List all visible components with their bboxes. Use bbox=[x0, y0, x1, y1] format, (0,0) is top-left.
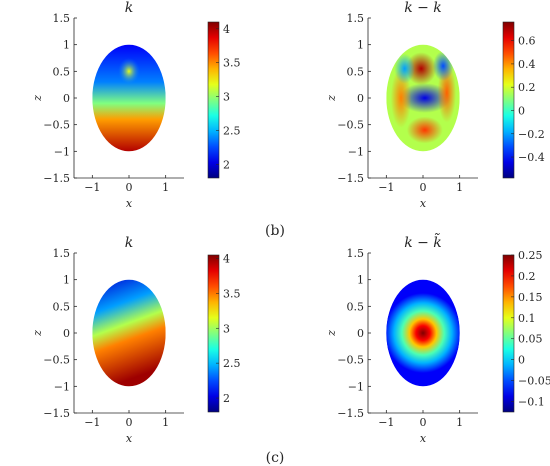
y-tick-label: −0.5 bbox=[43, 119, 70, 132]
colorbar-tick-label: −0.4 bbox=[518, 151, 545, 164]
y-tick-label: 0.5 bbox=[347, 300, 365, 313]
colorbar bbox=[207, 21, 220, 179]
chart-title: k − k̃ bbox=[404, 232, 442, 251]
x-axis-label: x bbox=[126, 197, 133, 210]
panel-label: (c) bbox=[266, 450, 285, 466]
chart-panel-2: k −1 0 1 −1.5 −1 −0.5 0 0.5 1 1.5 x z 2 2.5 3 3.5 4 bbox=[31, 235, 241, 445]
x-tick-label: 1 bbox=[456, 181, 463, 194]
y-tick-label: 0 bbox=[357, 327, 364, 340]
x-tick-label: −1 bbox=[84, 181, 100, 194]
y-tick-label: 0 bbox=[63, 327, 70, 340]
chart-title: k − k̃ bbox=[404, 0, 442, 16]
y-tick-label: 0.5 bbox=[347, 65, 365, 78]
y-tick-label: −1.5 bbox=[43, 172, 70, 185]
x-axis-label: x bbox=[126, 432, 133, 445]
x-tick-label: 0 bbox=[126, 181, 133, 194]
colorbar-tick-label: 0 bbox=[518, 354, 525, 367]
colorbar-tick-label: 0.15 bbox=[518, 291, 543, 304]
colorbar bbox=[502, 254, 515, 413]
y-tick-label: 1 bbox=[63, 274, 70, 287]
x-tick-label: −1 bbox=[378, 416, 394, 429]
heatmap-field bbox=[386, 279, 460, 387]
y-tick-label: −1.5 bbox=[43, 407, 70, 420]
y-tick-label: 0.5 bbox=[53, 65, 71, 78]
x-axis-label: x bbox=[420, 197, 427, 210]
y-axis-label: z bbox=[325, 330, 338, 337]
colorbar-tick-label: 0.25 bbox=[518, 249, 543, 262]
x-tick-label: 1 bbox=[456, 416, 463, 429]
y-tick-label: 1 bbox=[357, 274, 364, 287]
y-tick-label: 1.5 bbox=[53, 247, 71, 260]
y-tick-label: 1.5 bbox=[347, 247, 365, 260]
y-tick-label: 1.5 bbox=[347, 12, 365, 25]
x-tick-label: 1 bbox=[162, 181, 169, 194]
y-axis-label: z bbox=[31, 330, 44, 337]
x-axis-label: x bbox=[420, 432, 427, 445]
colorbar-tick-label: −0.2 bbox=[518, 128, 545, 141]
colorbar-tick-label: 2.5 bbox=[223, 357, 241, 370]
colorbar-tick-label: 3.5 bbox=[223, 287, 241, 300]
colorbar-tick-label: 0.4 bbox=[518, 58, 536, 71]
x-tick-label: 0 bbox=[126, 416, 133, 429]
y-tick-label: 0 bbox=[63, 92, 70, 105]
colorbar-tick-label: 0.1 bbox=[518, 312, 536, 325]
colorbar bbox=[502, 21, 515, 179]
x-tick-label: −1 bbox=[84, 416, 100, 429]
y-tick-label: −0.5 bbox=[337, 354, 364, 367]
y-tick-label: 1.5 bbox=[53, 12, 71, 25]
colorbar-tick-label: 0.2 bbox=[518, 81, 536, 94]
x-tick-label: 1 bbox=[162, 416, 169, 429]
y-tick-label: −0.5 bbox=[337, 119, 364, 132]
colorbar-tick-label: 4 bbox=[223, 23, 230, 36]
chart-panel-0: k −1 0 1 −1.5 −1 −0.5 0 0.5 1 1.5 x z 2 2.5 3 3.5 4 bbox=[31, 0, 241, 210]
y-tick-label: −0.5 bbox=[43, 354, 70, 367]
colorbar-tick-label: 2 bbox=[223, 392, 230, 405]
heatmap-field bbox=[92, 279, 166, 387]
colorbar-tick-label: 2.5 bbox=[223, 125, 241, 138]
colorbar-tick-label: 0.6 bbox=[518, 35, 536, 48]
colorbar-tick-label: 0 bbox=[518, 104, 525, 117]
y-axis-label: z bbox=[31, 95, 44, 102]
y-tick-label: 1 bbox=[63, 39, 70, 52]
colorbar-tick-label: 0.05 bbox=[518, 333, 543, 346]
y-tick-label: 0 bbox=[357, 92, 364, 105]
y-tick-label: 1 bbox=[357, 39, 364, 52]
chart-title: k bbox=[125, 0, 133, 16]
colorbar-tick-label: −0.1 bbox=[518, 396, 545, 409]
colorbar-tick-label: 2 bbox=[223, 158, 230, 171]
y-tick-label: −1 bbox=[54, 380, 70, 393]
y-tick-label: −1 bbox=[348, 145, 364, 158]
y-tick-label: −1.5 bbox=[337, 172, 364, 185]
colorbar-tick-label: 4 bbox=[223, 252, 230, 265]
x-tick-label: 0 bbox=[420, 416, 427, 429]
x-tick-label: 0 bbox=[420, 181, 427, 194]
colorbar-tick-label: 3 bbox=[223, 322, 230, 335]
heatmap-field bbox=[92, 44, 166, 152]
chart-panel-3: k − k̃ −1 0 1 −1.5 −1 −0.5 0 0.5 1 1.5 x z −0.1 −0.05 0… bbox=[325, 232, 550, 445]
colorbar-tick-label: 0.2 bbox=[518, 270, 536, 283]
y-tick-label: 0.5 bbox=[53, 300, 71, 313]
x-tick-label: −1 bbox=[378, 181, 394, 194]
y-axis-label: z bbox=[325, 95, 338, 102]
panel-label: (b) bbox=[265, 223, 285, 239]
colorbar-tick-label: 3.5 bbox=[223, 57, 241, 70]
heatmap-field bbox=[386, 44, 460, 152]
y-tick-label: −1 bbox=[348, 380, 364, 393]
y-tick-label: −1 bbox=[54, 145, 70, 158]
y-tick-label: −1.5 bbox=[337, 407, 364, 420]
colorbar-tick-label: −0.05 bbox=[518, 375, 550, 388]
colorbar bbox=[207, 254, 220, 413]
chart-title: k bbox=[125, 235, 133, 251]
chart-panel-1: k − k̃ −1 0 1 −1.5 −1 −0.5 0 0.5 1 1.5 x z −0.4 −0.2 0 0… bbox=[325, 0, 545, 210]
colorbar-tick-label: 3 bbox=[223, 91, 230, 104]
